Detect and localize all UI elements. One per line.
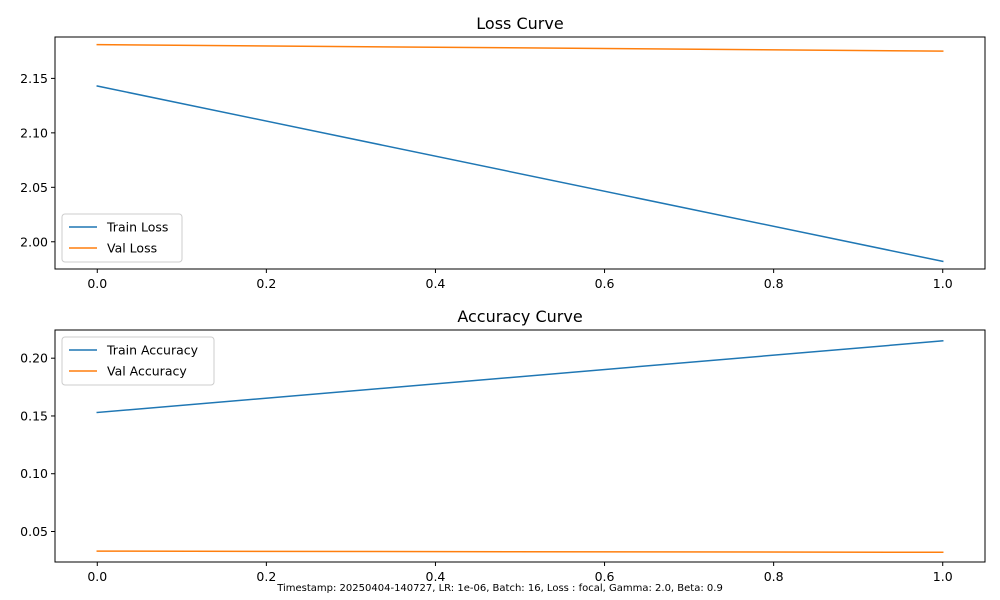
legend: Train Loss Val Loss — [61, 213, 183, 263]
chart-title: Accuracy Curve — [457, 307, 582, 326]
x-tick-label: 0.8 — [764, 276, 784, 291]
chart-panel-1: Loss Curve 0.0 0.2 0.4 0.6 0.8 1.0 2.00 2.05 2.10… — [20, 14, 986, 291]
series-line-1 — [96, 85, 944, 263]
x-tick-label: 0.8 — [764, 569, 784, 584]
chart-title: Loss Curve — [476, 14, 563, 33]
legend: Train Accuracy Val Accuracy — [61, 336, 215, 386]
y-tick-label: 0.10 — [20, 466, 48, 481]
x-tick-label: 0.0 — [87, 569, 107, 584]
x-tick-label: 0.4 — [426, 569, 446, 584]
y-tick-label: 2.00 — [20, 234, 48, 249]
y-tick-label: 0.15 — [20, 408, 48, 423]
y-tick-label: 2.10 — [20, 125, 48, 140]
legend-label: Val Loss — [107, 241, 157, 256]
y-tick-label: 2.15 — [20, 71, 48, 86]
footer-caption: Timestamp: 20250404-140727, LR: 1e-06, B… — [277, 583, 723, 594]
legend-label: Val Accuracy — [107, 364, 187, 379]
legend-label: Train Loss — [106, 220, 168, 235]
legend-label: Train Accuracy — [106, 343, 199, 358]
y-tick-label: 0.20 — [20, 351, 48, 366]
x-tick-label: 0.6 — [595, 569, 615, 584]
series-line-2 — [96, 550, 944, 554]
series-line-2 — [96, 43, 944, 52]
x-tick-label: 1.0 — [933, 569, 953, 584]
y-tick-label: 0.05 — [20, 524, 48, 539]
plot-frame — [54, 36, 986, 270]
series-line-1 — [96, 340, 944, 414]
plot-frame — [54, 329, 986, 563]
x-tick-label: 0.4 — [426, 276, 446, 291]
x-tick-label: 0.6 — [595, 276, 615, 291]
x-tick-label: 1.0 — [933, 276, 953, 291]
legend-box — [61, 336, 215, 386]
legend-box — [61, 213, 183, 263]
chart-panel-2: Accuracy Curve 0.0 0.2 0.4 0.6 0.8 1.0 0.05 0.10… — [20, 307, 986, 584]
x-tick-label: 0.2 — [256, 276, 276, 291]
x-tick-label: 0.2 — [256, 569, 276, 584]
x-tick-label: 0.0 — [87, 276, 107, 291]
y-tick-label: 2.05 — [20, 180, 48, 195]
